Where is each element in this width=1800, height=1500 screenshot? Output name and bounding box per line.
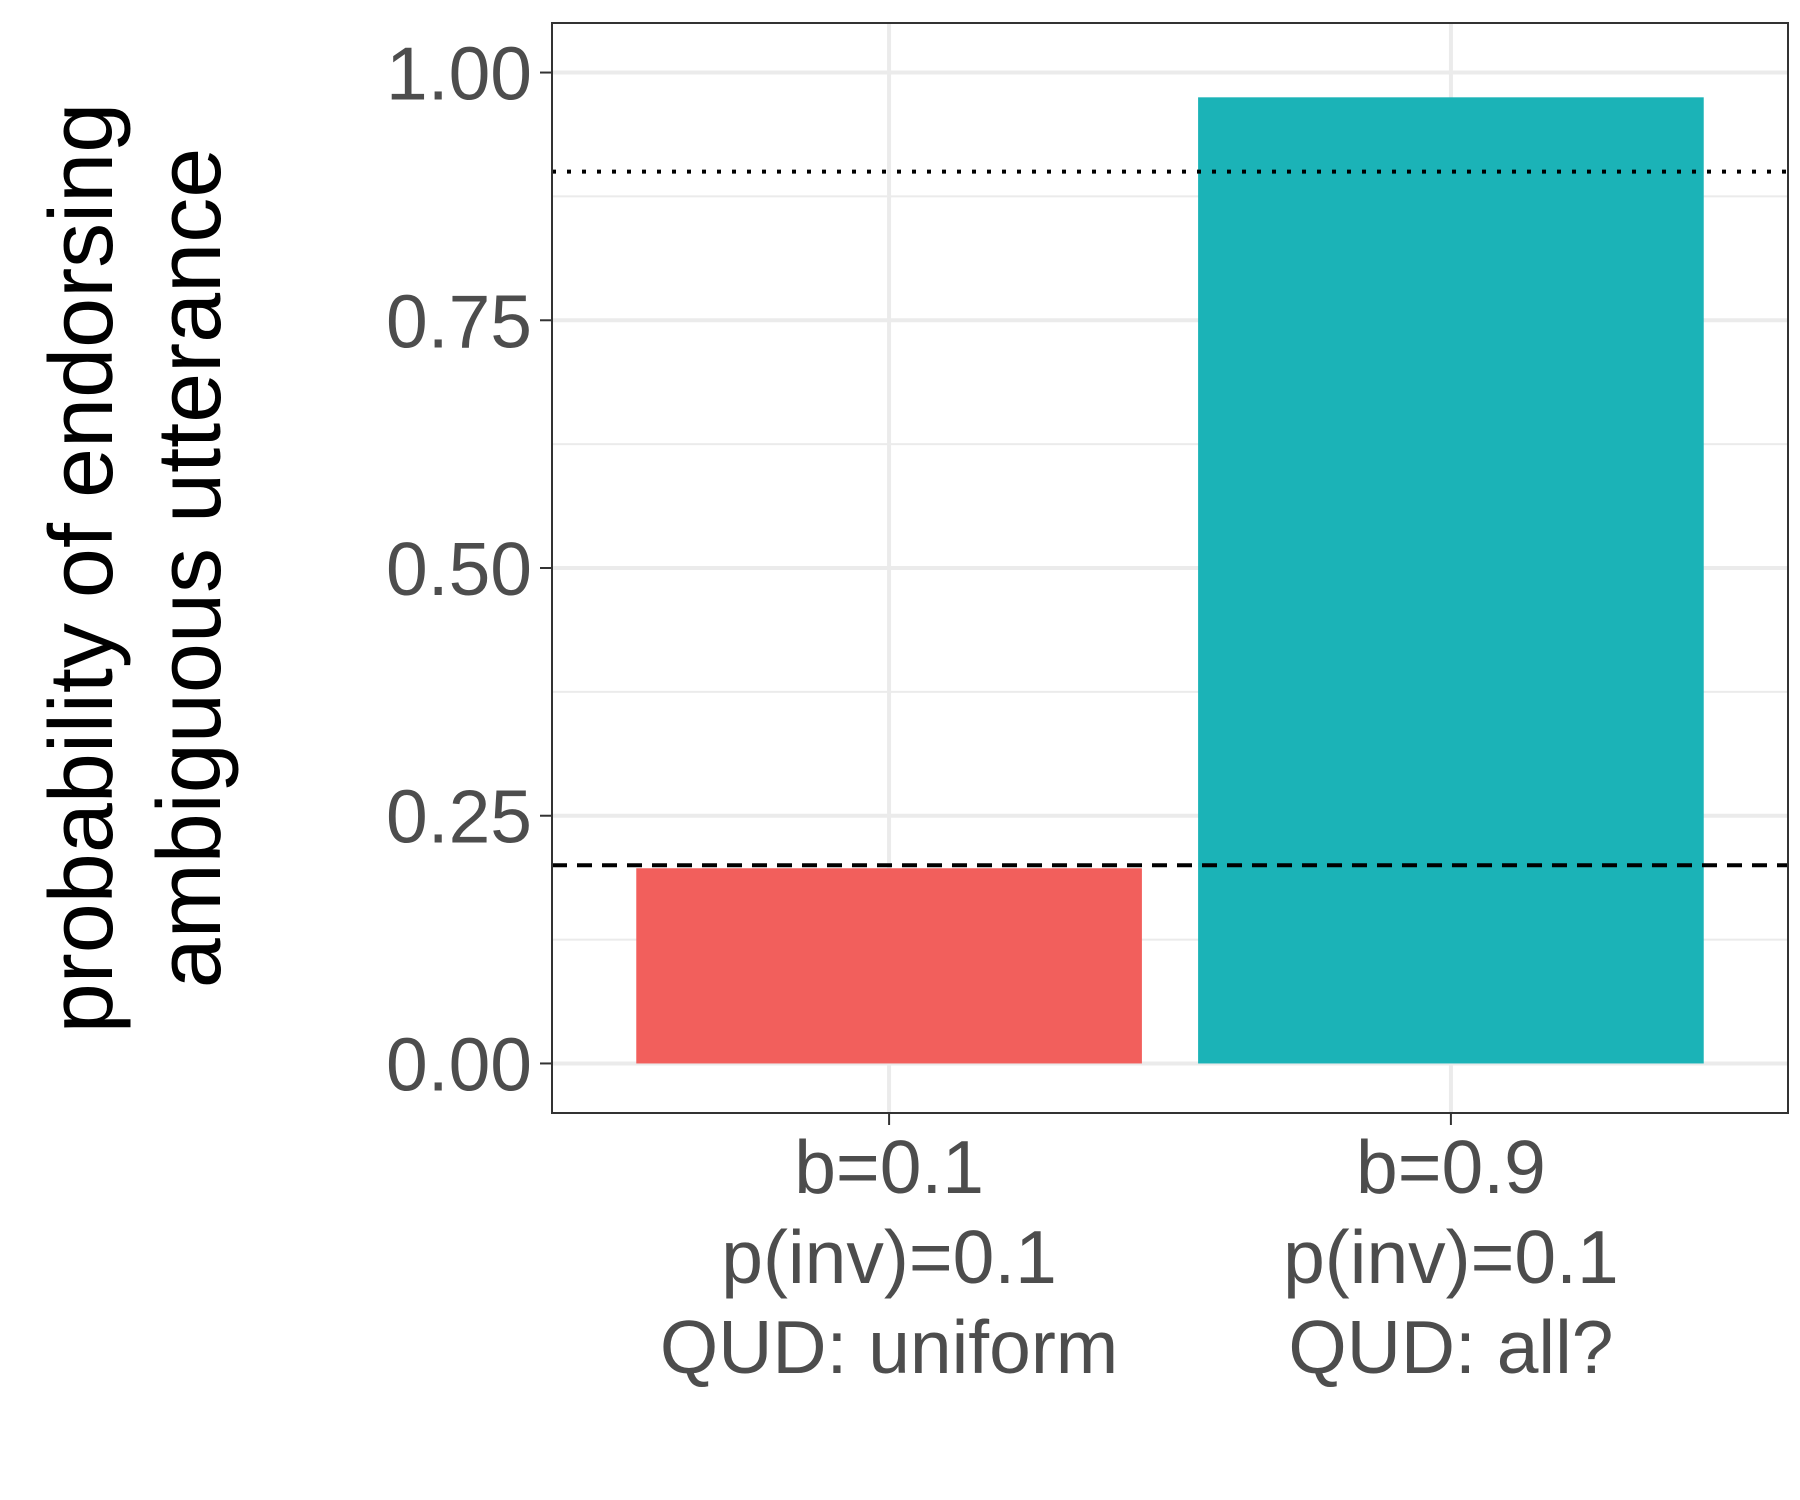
x-tick-label: QUD: uniform: [660, 1305, 1118, 1389]
y-axis-title-line: probability of endorsing: [32, 103, 132, 1034]
x-tick-label: b=0.1: [794, 1125, 984, 1209]
y-axis-title: probability of endorsingambiguous uttera…: [32, 103, 240, 1034]
bars: [636, 97, 1704, 1064]
axes: 0.000.250.500.751.00b=0.1p(inv)=0.1QUD: …: [386, 32, 1619, 1389]
y-tick-label: 0.50: [386, 527, 532, 611]
bar: [636, 868, 1142, 1064]
y-tick-label: 0.75: [386, 279, 532, 363]
x-tick-label: b=0.9: [1356, 1125, 1546, 1209]
x-tick-label: p(inv)=0.1: [721, 1215, 1057, 1299]
x-tick-label: p(inv)=0.1: [1283, 1215, 1619, 1299]
y-tick-label: 0.25: [386, 775, 532, 859]
y-tick-label: 0.00: [386, 1022, 532, 1106]
reference-lines: [552, 169, 1788, 868]
bar: [1198, 97, 1704, 1064]
y-axis-title-line: ambiguous utterance: [140, 148, 240, 989]
x-tick-label: QUD: all?: [1288, 1305, 1613, 1389]
y-tick-label: 1.00: [386, 32, 532, 116]
